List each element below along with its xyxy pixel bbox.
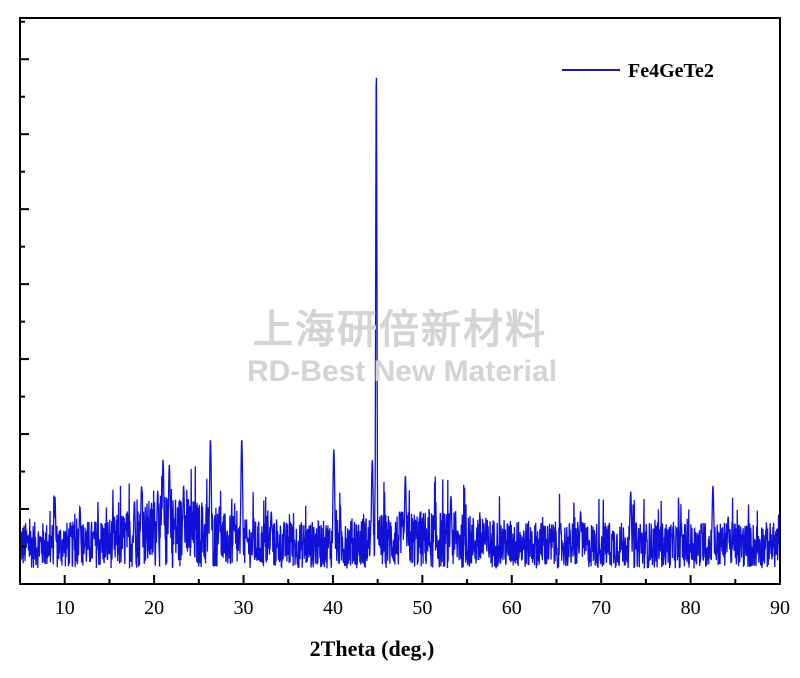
series-layer (19, 77, 781, 569)
x-tick-label: 60 (502, 597, 522, 619)
axes-layer: 10 20 30 40 50 60 70 80 90 (19, 17, 790, 619)
series-line-fe4gete2 (19, 77, 781, 569)
watermark-english: RD-Best New Material (247, 355, 557, 388)
x-tick-label: 20 (144, 597, 164, 619)
watermark: 上海研倍新材料 RD-Best New Material (247, 307, 557, 388)
x-tick-label: 10 (55, 597, 75, 619)
x-tick-label: 50 (412, 597, 432, 619)
x-tick-label: 30 (234, 597, 254, 619)
legend-label: Fe4GeTe2 (628, 60, 714, 82)
watermark-chinese: 上海研倍新材料 (253, 307, 547, 353)
plot-background (20, 18, 780, 584)
x-tick-label: 80 (681, 597, 701, 619)
x-tick-label: 40 (323, 597, 343, 619)
legend: Fe4GeTe2 (562, 60, 714, 82)
x-axis-title: 2Theta (deg.) (310, 636, 435, 661)
x-tick-label: 90 (770, 597, 790, 619)
plot-frame (19, 17, 781, 585)
x-tick-label: 70 (591, 597, 611, 619)
